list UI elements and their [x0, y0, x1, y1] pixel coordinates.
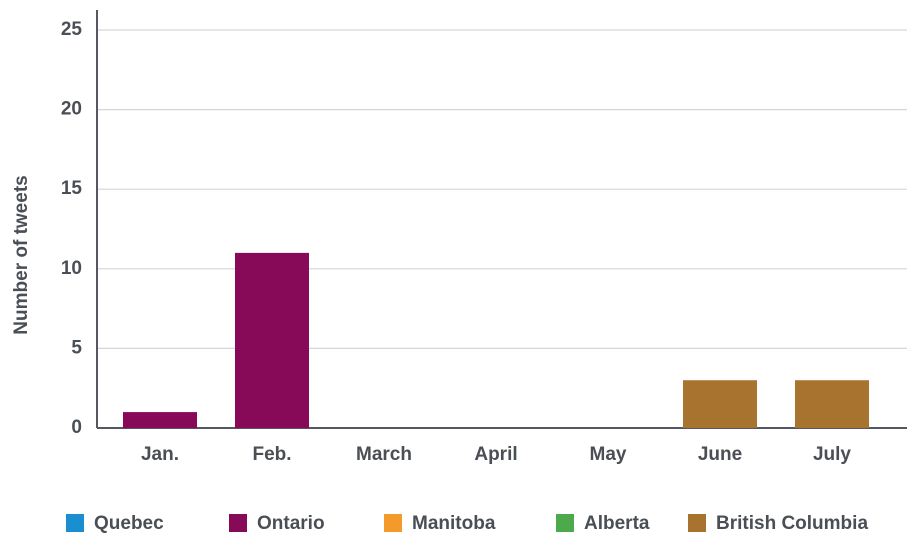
- y-axis-label: Number of tweets: [11, 175, 32, 334]
- legend-swatch: [688, 514, 706, 532]
- x-tick-label: June: [698, 444, 742, 465]
- legend-label: British Columbia: [716, 513, 868, 534]
- x-tick-label: Feb.: [252, 444, 291, 465]
- bar: [235, 252, 309, 428]
- y-tick-label: 10: [61, 258, 82, 279]
- legend-swatch: [384, 514, 402, 532]
- y-tick-label: 25: [61, 19, 83, 40]
- y-tick-label: 20: [61, 99, 82, 120]
- y-tick-label: 5: [71, 337, 82, 358]
- legend-swatch: [66, 514, 84, 532]
- legend-label: Quebec: [94, 513, 164, 534]
- bar: [795, 380, 869, 428]
- x-tick-label: May: [590, 444, 627, 465]
- bar: [683, 380, 757, 428]
- legend-swatch: [229, 514, 247, 532]
- legend-label: Alberta: [584, 513, 650, 534]
- legend-label: Manitoba: [412, 513, 496, 534]
- x-tick-label: April: [474, 444, 517, 465]
- bar: [123, 412, 197, 428]
- x-tick-label: July: [813, 444, 851, 465]
- x-tick-label: March: [356, 444, 412, 465]
- x-tick-label: Jan.: [141, 444, 179, 465]
- legend-label: Ontario: [257, 513, 325, 534]
- y-tick-label: 15: [61, 178, 83, 199]
- y-tick-label: 0: [71, 417, 82, 438]
- legend-swatch: [556, 514, 574, 532]
